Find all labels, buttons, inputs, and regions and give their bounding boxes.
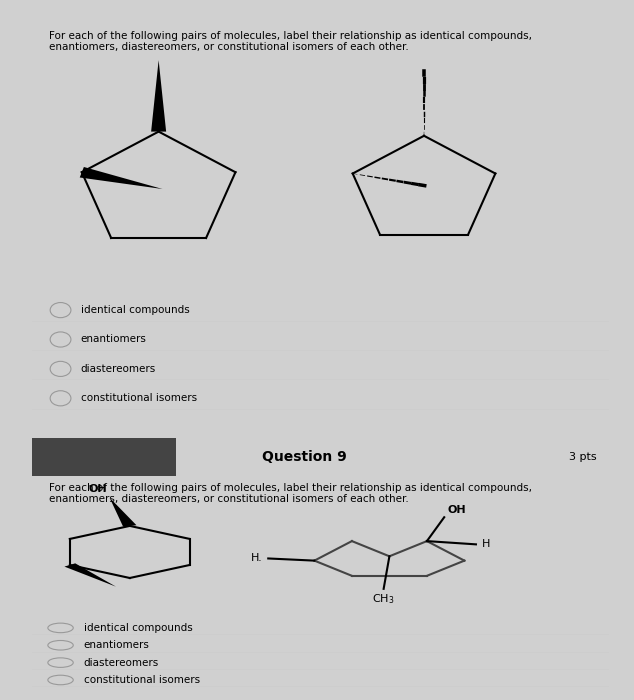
Text: identical compounds: identical compounds — [81, 305, 190, 315]
Text: For each of the following pairs of molecules, label their relationship as identi: For each of the following pairs of molec… — [49, 31, 532, 52]
Text: 3 pts: 3 pts — [569, 452, 597, 462]
Text: constitutional isomers: constitutional isomers — [81, 393, 197, 403]
Text: diastereomers: diastereomers — [81, 364, 156, 374]
Polygon shape — [80, 167, 162, 189]
Text: constitutional isomers: constitutional isomers — [84, 675, 200, 685]
Polygon shape — [110, 498, 136, 526]
Text: Question 9: Question 9 — [262, 450, 347, 463]
Polygon shape — [151, 60, 166, 132]
Text: diastereomers: diastereomers — [84, 657, 159, 668]
Text: OH: OH — [447, 505, 466, 515]
Text: identical compounds: identical compounds — [84, 623, 192, 633]
Text: H.: H. — [250, 554, 262, 564]
Polygon shape — [65, 564, 116, 587]
Text: H: H — [482, 540, 490, 550]
Text: enantiomers: enantiomers — [84, 640, 150, 650]
Text: OH: OH — [89, 484, 107, 494]
Text: enantiomers: enantiomers — [81, 335, 146, 344]
Bar — [32, 438, 176, 476]
Text: CH$_3$: CH$_3$ — [372, 592, 395, 606]
Text: For each of the following pairs of molecules, label their relationship as identi: For each of the following pairs of molec… — [49, 482, 532, 504]
